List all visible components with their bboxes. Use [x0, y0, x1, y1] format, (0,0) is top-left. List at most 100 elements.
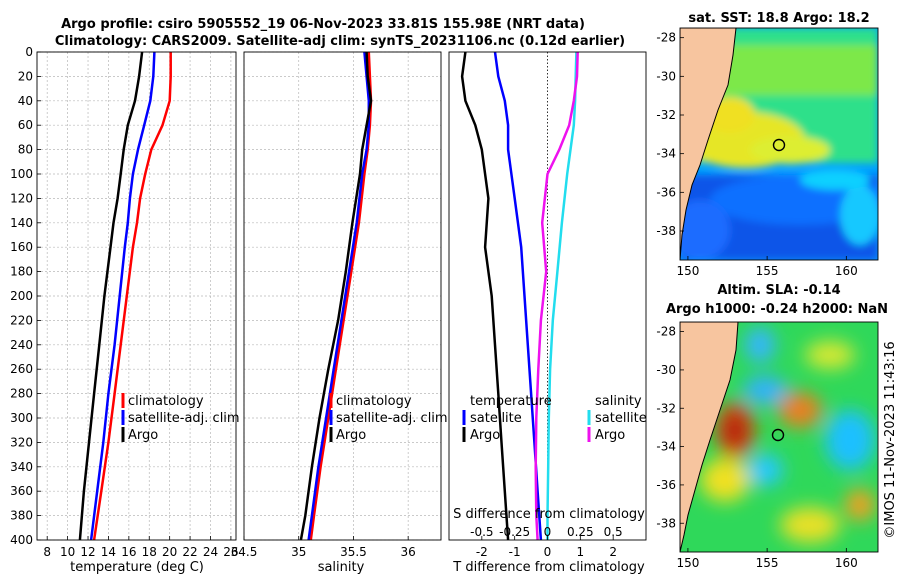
y-tick-label: 340: [10, 460, 33, 474]
x-tick-label: 35.5: [340, 545, 367, 559]
difference-panel: -2 -1 0 1 2 -0.5 -0.25 0 0.25 0.5: [448, 51, 647, 559]
map-y-tick-label: -34: [656, 440, 676, 454]
legend-satellite: satellite-adj. clim: [336, 411, 448, 426]
y-tick-label: 120: [10, 191, 33, 205]
s-tick-label: 0: [544, 525, 552, 539]
map-y-tick-label: -30: [656, 69, 676, 83]
s-tick-label: -0.25: [499, 525, 530, 539]
y-tick-label: 160: [10, 240, 33, 254]
x-tick-label: 16: [121, 545, 136, 559]
map-y-tick-label: -30: [656, 363, 676, 377]
map-y-tick-label: -38: [656, 224, 676, 238]
salinity-legend: climatology satellite-adj. clim Argo: [329, 393, 448, 443]
salinity-xlabel: salinity: [318, 560, 365, 575]
legend-argo: Argo: [128, 428, 158, 443]
y-tick-label: 260: [10, 362, 33, 376]
sst-land: [680, 28, 737, 260]
difference-legend: temperature satellite Argo salinity sate…: [462, 394, 647, 443]
series-argo: [299, 51, 373, 541]
y-tick-label: 200: [10, 289, 33, 303]
map-x-tick-label: 160: [835, 264, 858, 278]
y-tick-label: 40: [18, 94, 33, 108]
sla-land: [680, 322, 739, 552]
map-x-tick-label: 150: [676, 556, 699, 570]
s-tick-label: 0.25: [567, 525, 594, 539]
series-temperature-satellite: [493, 51, 543, 541]
y-tick-label: 400: [10, 533, 33, 547]
map-x-tick-label: 160: [835, 556, 858, 570]
y-tick-label: 0: [25, 45, 33, 59]
sst-map-title: sat. SST: 18.8 Argo: 18.2: [688, 11, 869, 26]
figure-title-line2: Climatology: CARS2009. Satellite-adj cli…: [55, 34, 625, 49]
series-argo: [78, 51, 144, 541]
x-tick-label: 24: [203, 545, 218, 559]
x-tick-label: 18: [142, 545, 157, 559]
x-tick-label: 1: [577, 545, 585, 559]
map-y-tick-label: -36: [656, 185, 676, 199]
x-tick-label: -1: [509, 545, 521, 559]
legend-climatology: climatology: [336, 394, 412, 409]
y-tick-label: 320: [10, 435, 33, 449]
y-tick-label: 300: [10, 411, 33, 425]
sla-map-title1: Altim. SLA: -0.14: [717, 283, 840, 298]
y-tick-label: 360: [10, 484, 33, 498]
map-y-tick-label: -32: [656, 108, 676, 122]
salinity-difference-label: S difference from climatology: [453, 507, 645, 522]
map-y-tick-label: -32: [656, 401, 676, 415]
sst-map-frame: [679, 27, 879, 261]
x-tick-label: -2: [476, 545, 488, 559]
sst-map: 150 155 160 -28 -30 -32 -34 -36 -38: [656, 27, 879, 278]
sst-profile-marker: [772, 138, 786, 152]
map-x-tick-label: 155: [756, 264, 779, 278]
x-tick-label: 12: [80, 545, 95, 559]
map-y-tick-label: -36: [656, 478, 676, 492]
legend-t-argo: Argo: [470, 428, 500, 443]
y-tick-label: 80: [18, 143, 33, 157]
map-x-tick-label: 150: [676, 264, 699, 278]
sla-map-title2: Argo h1000: -0.24 h2000: NaN: [666, 302, 888, 317]
y-tick-label: 100: [10, 167, 33, 181]
series-satellite-adj-clim: [89, 51, 156, 541]
y-tick-label: 380: [10, 509, 33, 523]
imos-credit: ©IMOS 11-Nov-2023 11:43:16: [883, 341, 898, 538]
sla-map: 150 155 160 -28 -30 -32 -34 -36 -38: [656, 321, 879, 570]
legend-temperature-title: temperature: [470, 394, 552, 409]
y-tick-label: 140: [10, 216, 33, 230]
series-satellite-adj-clim: [307, 51, 371, 541]
x-tick-label: 22: [182, 545, 197, 559]
series-temperature-argo: [460, 51, 510, 541]
legend-s-argo: Argo: [595, 428, 625, 443]
series-salinity-argo: [534, 51, 579, 541]
sla-map-frame: [679, 321, 879, 553]
s-tick-label: 0.5: [604, 525, 623, 539]
legend-argo: Argo: [336, 428, 366, 443]
salinity-panel: 34.5 35 35.5 36: [231, 51, 442, 559]
x-tick-label: 8: [43, 545, 51, 559]
sla-field: [682, 327, 875, 543]
temperature-legend: climatology satellite-adj. clim Argo: [121, 393, 240, 443]
y-tick-label: 180: [10, 265, 33, 279]
legend-salinity-title: salinity: [595, 394, 642, 409]
x-tick-label: 0: [544, 545, 552, 559]
y-tick-label: 60: [18, 118, 33, 132]
legend-t-satellite: satellite: [470, 411, 522, 426]
legend-climatology: climatology: [128, 394, 204, 409]
x-tick-label: 36: [401, 545, 416, 559]
s-tick-label: -0.5: [470, 525, 493, 539]
legend-satellite: satellite-adj. clim: [128, 411, 240, 426]
x-tick-label: 10: [60, 545, 75, 559]
x-tick-label: 14: [101, 545, 116, 559]
figure-title-line1: Argo profile: csiro 5905552_19 06-Nov-20…: [61, 17, 585, 32]
x-tick-label: 35: [291, 545, 306, 559]
map-x-tick-label: 155: [756, 556, 779, 570]
temperature-xlabel: temperature (deg C): [70, 560, 204, 575]
map-y-tick-label: -28: [656, 31, 676, 45]
difference-xlabel: T difference from climatology: [452, 560, 645, 575]
sla-profile-marker: [771, 428, 785, 442]
y-tick-label: 280: [10, 387, 33, 401]
plot-frame: [243, 51, 442, 541]
x-tick-label: 20: [162, 545, 177, 559]
legend-s-satellite: satellite: [595, 411, 647, 426]
y-tick-label: 240: [10, 338, 33, 352]
